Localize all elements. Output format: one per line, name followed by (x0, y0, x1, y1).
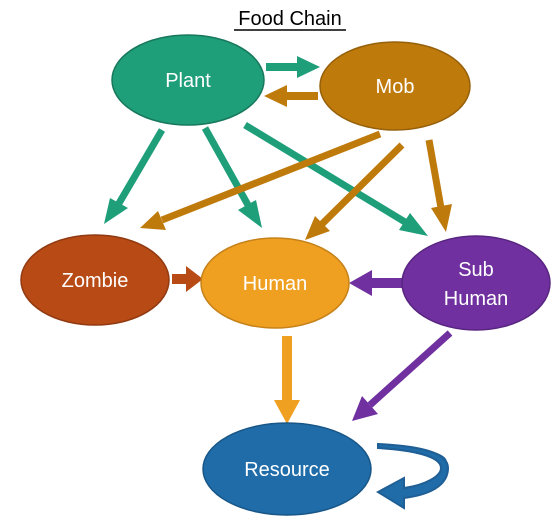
arrow-plant-to-zombie (114, 128, 166, 207)
arrow-plant-to-subhuman (243, 122, 407, 225)
arrow-mob-to-human-head (305, 216, 330, 240)
plant-ellipse (111, 34, 265, 126)
node-zombie: Zombie (20, 234, 170, 326)
arrow-plant-to-mob (266, 56, 320, 78)
arrow-subhuman-to-resource (367, 330, 453, 408)
node-resource: Resource (202, 422, 372, 516)
arrow-subhuman-to-resource-head (352, 396, 378, 421)
arrow-mob-to-zombie (160, 130, 382, 224)
arrow-plant-to-subhuman-head (399, 213, 428, 236)
human-ellipse (200, 237, 350, 329)
arrows-layer (104, 56, 453, 510)
arrow-plant-to-human-head (238, 200, 262, 228)
diagram-title: Food Chain (238, 8, 341, 30)
node-plant: Plant (111, 34, 265, 126)
arrow-mob-to-zombie-head (140, 211, 166, 230)
resource-ellipse (202, 422, 372, 516)
node-subhuman: Sub Human (401, 235, 551, 331)
subhuman-ellipse (401, 235, 551, 331)
mob-label: Mob (376, 76, 415, 98)
arrow-resource-self-loop (375, 442, 450, 510)
subhuman-label-line2: Human (444, 288, 508, 310)
human-label: Human (243, 273, 307, 295)
arrow-human-to-resource (274, 336, 300, 424)
arrow-zombie-to-human (172, 266, 203, 292)
arrow-mob-to-plant (264, 85, 318, 107)
subhuman-label-line1: Sub (458, 259, 494, 281)
mob-ellipse (319, 41, 471, 131)
arrow-mob-to-human (319, 142, 405, 227)
node-mob: Mob (319, 41, 471, 131)
node-human: Human (200, 237, 350, 329)
plant-label: Plant (165, 70, 211, 92)
arrow-mob-to-subhuman-head (431, 204, 452, 232)
arrow-subhuman-to-human (349, 270, 402, 296)
arrow-mob-to-subhuman (425, 139, 445, 209)
zombie-label: Zombie (62, 270, 129, 292)
resource-label: Resource (244, 459, 330, 481)
arrow-plant-to-zombie-head (104, 198, 128, 224)
zombie-ellipse (20, 234, 170, 326)
